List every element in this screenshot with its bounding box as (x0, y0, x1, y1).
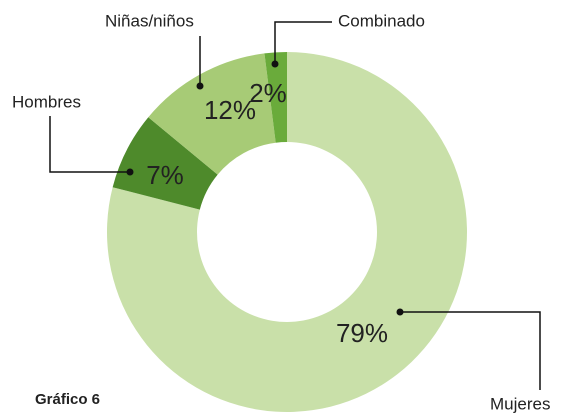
leader-dot (271, 60, 279, 68)
category-label: Combinado (338, 11, 425, 30)
category-label: Niñas/niños (105, 11, 194, 30)
leader-dot (396, 308, 404, 316)
leader-line (49, 116, 130, 173)
donut-slice (106, 52, 468, 412)
category-label: Mujeres (490, 394, 550, 413)
leader-line (274, 21, 332, 64)
leader-dot (126, 168, 134, 176)
donut-slice (112, 117, 218, 210)
category-label: Hombres (12, 92, 81, 111)
leader-line (400, 311, 541, 390)
donut-slice (264, 52, 287, 143)
value-label: 2% (249, 78, 287, 108)
leader-dot (196, 82, 204, 90)
donut-slice (148, 53, 276, 175)
value-label: 79% (336, 318, 388, 348)
chart-title: Gráfico 6 (35, 391, 100, 408)
value-label: 12% (204, 95, 256, 125)
value-label: 7% (146, 160, 184, 190)
